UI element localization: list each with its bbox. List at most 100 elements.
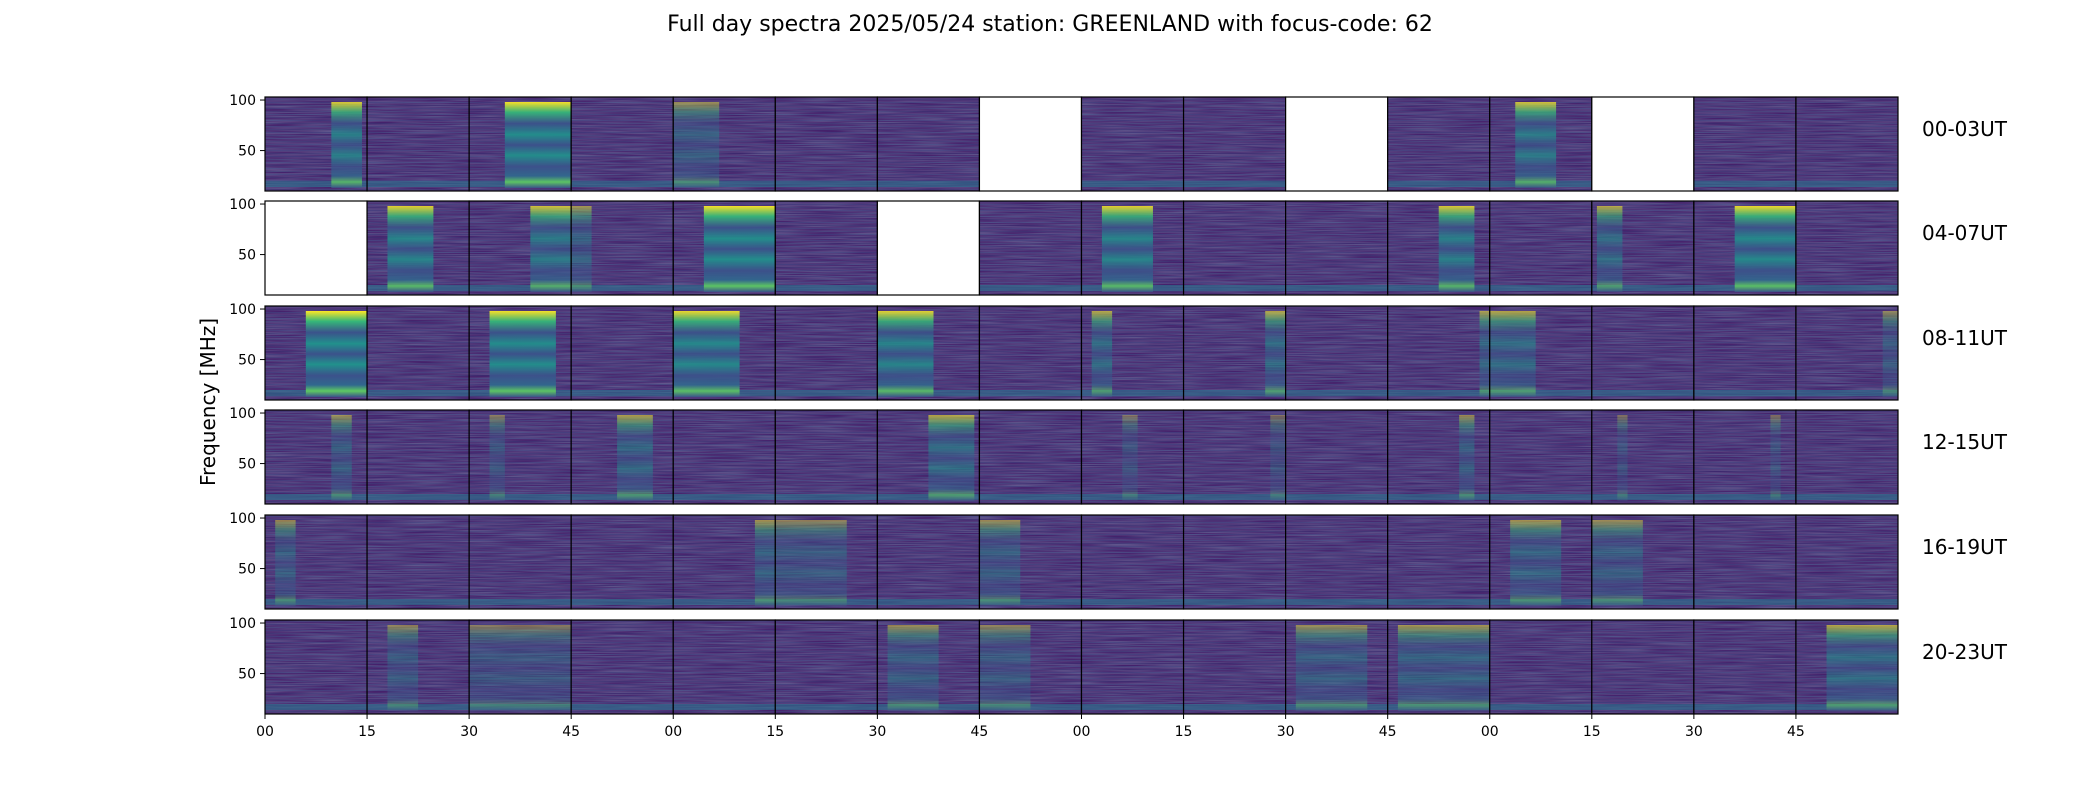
spectral-burst	[1882, 311, 1898, 397]
spectrum-panel	[264, 514, 368, 610]
spectrum-panel	[264, 96, 368, 192]
low-freq-band	[469, 599, 572, 605]
spectrum-panel	[774, 96, 878, 192]
low-freq-band	[1387, 390, 1490, 396]
spectrum-panel	[1387, 305, 1491, 401]
spectrum-panel	[1080, 514, 1185, 610]
spectral-burst	[331, 415, 352, 501]
spectrum-panel	[1693, 96, 1797, 192]
spectrum-panel	[1182, 514, 1287, 610]
x-tick-label: 45	[1379, 724, 1397, 740]
panel-lines	[1795, 410, 1898, 504]
panel-lines	[673, 620, 776, 714]
panel-lines	[1387, 515, 1490, 609]
low-freq-band	[673, 181, 776, 187]
low-freq-band	[1285, 285, 1388, 291]
panel-lines	[1591, 410, 1694, 504]
panel-lines	[1387, 97, 1490, 191]
spectrum-panel	[1693, 305, 1797, 401]
spectral-burst	[1397, 625, 1490, 711]
spectral-burst	[887, 625, 939, 711]
rows-layer: 50 100 00-03UT 50 100 04-07UT 50 100 08-11UT 50 10…	[229, 93, 2008, 715]
low-freq-band	[1693, 704, 1796, 710]
spectral-burst	[489, 311, 556, 397]
spectral-burst	[1617, 415, 1628, 501]
panel-lines	[571, 97, 674, 191]
spectrum-panel	[1387, 619, 1491, 715]
panel-lines	[1183, 515, 1286, 609]
spectral-burst	[775, 520, 847, 606]
spectrum-panel	[1387, 200, 1491, 296]
panel-lines	[1591, 620, 1694, 714]
spectrum-panel	[264, 409, 368, 505]
panel-lines	[775, 97, 878, 191]
spectrum-panel	[366, 96, 470, 192]
spectrum-panel	[1080, 96, 1185, 192]
low-freq-band	[1693, 181, 1796, 187]
spectrum-panel	[774, 514, 878, 610]
spectrum-panel	[1489, 96, 1593, 192]
panel-frame	[1795, 305, 1899, 401]
panel-bg	[265, 201, 368, 295]
spectral-burst	[928, 415, 975, 501]
spectral-burst	[1438, 206, 1475, 292]
low-freq-band	[1693, 390, 1796, 396]
panel-lines	[1795, 515, 1898, 609]
low-freq-band	[265, 494, 368, 500]
spectrum-panel	[876, 619, 981, 715]
low-freq-band	[1081, 704, 1184, 710]
low-freq-band	[571, 285, 674, 291]
spectral-burst	[489, 415, 505, 501]
low-freq-band	[673, 599, 776, 605]
spectrum-panel	[1182, 200, 1287, 296]
panel-lines	[469, 515, 572, 609]
spectrum-panel	[1080, 409, 1185, 505]
panel-lines	[1693, 620, 1796, 714]
spectrum-panel	[1080, 200, 1185, 296]
spectrum-panel	[366, 514, 470, 610]
spectral-burst	[617, 415, 653, 501]
low-freq-band	[367, 599, 470, 605]
low-freq-band	[775, 704, 878, 710]
spectral-burst	[673, 311, 740, 397]
low-freq-band	[1081, 599, 1184, 605]
spectrum-panel	[1182, 409, 1287, 505]
spectral-burst	[1479, 311, 1490, 397]
chart-title: Full day spectra 2025/05/24 station: GRE…	[667, 12, 1433, 37]
y-tick-label: 100	[229, 511, 256, 527]
low-freq-band	[1285, 599, 1388, 605]
y-tick-label: 100	[229, 406, 256, 422]
spectral-burst	[1770, 415, 1781, 501]
low-freq-band	[775, 285, 878, 291]
spectral-burst	[979, 625, 1031, 711]
panel-bg	[979, 97, 1082, 191]
low-freq-band	[571, 704, 674, 710]
spectrum-panel	[978, 200, 1083, 296]
panel-lines	[877, 97, 980, 191]
spectrum-panel	[1387, 409, 1491, 505]
x-tick-label: 00	[1073, 724, 1091, 740]
spectrum-panel	[1182, 305, 1287, 401]
row-time-label: 16-19UT	[1922, 535, 2008, 559]
x-tick-label: 15	[1583, 724, 1601, 740]
empty-spectrum-panel	[1591, 96, 1695, 192]
y-tick-label: 100	[229, 616, 256, 632]
low-freq-band	[1693, 494, 1796, 500]
spectrum-panel	[570, 96, 674, 192]
spectrum-panel	[1591, 305, 1695, 401]
spectral-burst	[1515, 102, 1557, 188]
panel-lines	[1285, 306, 1388, 400]
panel-lines	[1693, 515, 1796, 609]
panel-lines	[1081, 97, 1184, 191]
low-freq-band	[1591, 390, 1694, 396]
low-freq-band	[1591, 285, 1694, 291]
spectrum-panel	[1795, 409, 1899, 505]
spectrum-panel	[468, 305, 572, 401]
low-freq-band	[571, 599, 674, 605]
spectrum-panel	[1693, 409, 1797, 505]
spectrum-panel	[978, 514, 1083, 610]
spectrum-panel	[1285, 409, 1389, 505]
spectral-burst	[1489, 311, 1536, 397]
low-freq-band	[1285, 390, 1388, 396]
spectral-burst	[305, 311, 368, 397]
